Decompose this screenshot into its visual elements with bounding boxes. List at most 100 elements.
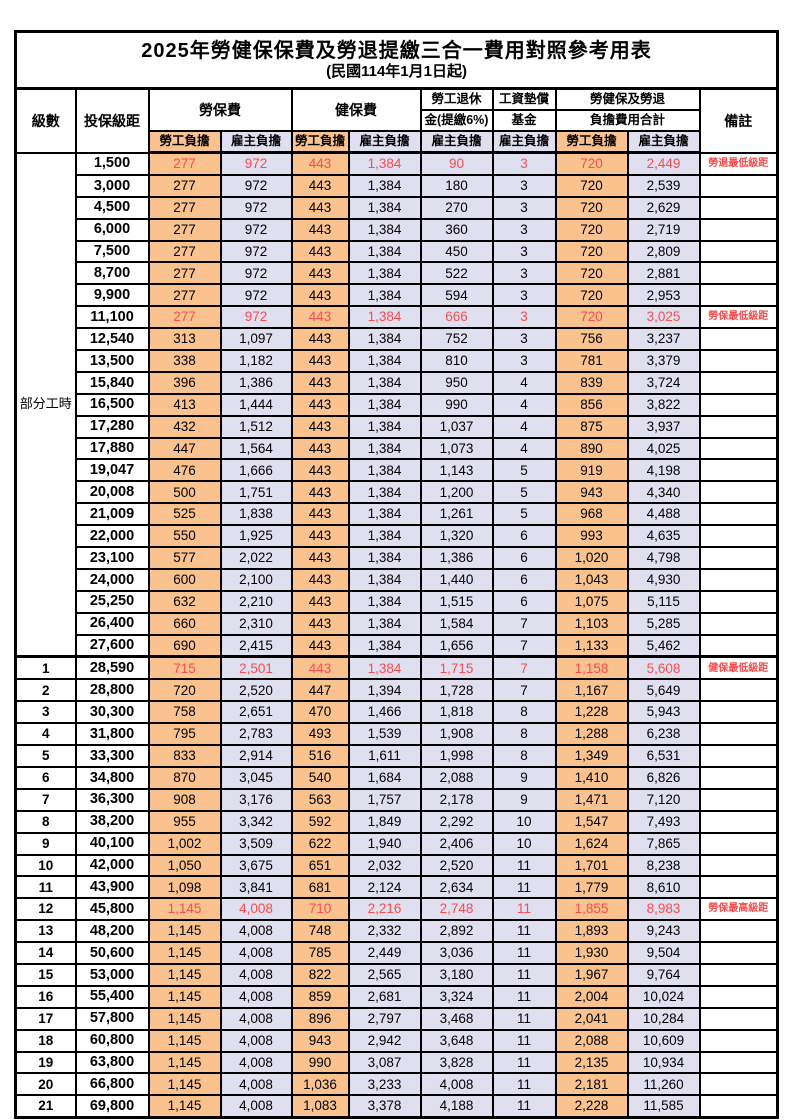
health-employee-cell: 443 <box>290 217 350 242</box>
labor-employee-cell: 1,145 <box>147 919 222 944</box>
health-employee-cell: 859 <box>290 984 350 1009</box>
pension-employer-cell: 3,324 <box>419 984 494 1009</box>
labor-employee-cell: 277 <box>147 283 222 308</box>
table-row: 22,000 550 1,925 443 1,384 1,320 6 993 4… <box>16 524 779 549</box>
total-employee-cell: 993 <box>554 524 629 549</box>
table-row: 24,000 600 2,100 443 1,384 1,440 6 1,043… <box>16 567 779 592</box>
health-employer-cell: 1,384 <box>347 546 422 570</box>
bracket-cell: 17,280 <box>74 414 150 439</box>
bracket-cell: 9,900 <box>74 283 150 308</box>
health-employee-cell: 470 <box>290 700 350 725</box>
remark-cell <box>698 875 779 900</box>
bracket-cell: 60,800 <box>74 1028 150 1053</box>
total-employee-cell: 2,181 <box>554 1072 629 1097</box>
level-cell: 16 <box>14 984 77 1009</box>
total-employer-cell: 4,635 <box>626 524 701 549</box>
labor-employee-cell: 955 <box>147 809 222 834</box>
fund-employer-cell: 11 <box>491 984 557 1009</box>
remark-cell <box>698 239 779 264</box>
labor-employer-cell: 4,008 <box>219 1050 293 1075</box>
pension-employer-cell: 2,406 <box>419 831 494 856</box>
total-employee-cell: 756 <box>554 327 629 352</box>
health-employer-cell: 1,466 <box>347 700 422 725</box>
health-employee-cell: 443 <box>290 151 350 176</box>
bracket-cell: 69,800 <box>74 1094 150 1119</box>
labor-employer-cell: 3,176 <box>219 787 293 812</box>
table-row: 11,100 277 972 443 1,384 666 3 720 3,025… <box>16 305 779 330</box>
pension-employer-cell: 1,261 <box>419 502 494 527</box>
total-employee-cell: 1,103 <box>554 611 629 636</box>
remark-cell <box>698 633 779 659</box>
health-employer-cell: 1,384 <box>347 392 422 417</box>
bracket-cell: 34,800 <box>74 765 150 790</box>
total-employee-cell: 1,893 <box>554 919 629 944</box>
header-pension-line2: 金(提繳6%) <box>419 109 494 132</box>
health-employer-cell: 1,539 <box>347 722 422 747</box>
health-employer-cell: 2,681 <box>347 984 422 1009</box>
fund-employer-cell: 5 <box>491 480 557 505</box>
bracket-cell: 53,000 <box>74 962 150 987</box>
remark-cell <box>698 436 779 461</box>
labor-employee-cell: 795 <box>147 722 222 747</box>
total-employer-cell: 2,809 <box>626 239 701 264</box>
level-cell: 8 <box>14 809 77 834</box>
pension-employer-cell: 4,188 <box>419 1094 494 1119</box>
health-employer-cell: 3,233 <box>347 1072 422 1097</box>
total-employer-cell: 3,237 <box>626 327 701 352</box>
health-employer-cell: 1,684 <box>347 765 422 790</box>
remark-cell: 勞退最低級距 <box>698 151 779 176</box>
labor-employee-cell: 525 <box>147 502 222 527</box>
table-row: 10 42,000 1,050 3,675 651 2,032 2,520 11… <box>14 853 779 878</box>
total-employee-cell: 1,158 <box>554 655 629 681</box>
health-employee-cell: 896 <box>290 1006 350 1031</box>
health-employee-cell: 443 <box>290 589 350 614</box>
labor-employer-cell: 1,925 <box>219 524 293 549</box>
table-row: 23,100 577 2,022 443 1,384 1,386 6 1,020… <box>16 546 779 570</box>
fund-employer-cell: 5 <box>491 458 557 483</box>
total-employee-cell: 890 <box>554 436 629 461</box>
labor-employee-cell: 758 <box>147 700 222 725</box>
total-employer-cell: 7,493 <box>626 809 701 834</box>
table-row: 8,700 277 972 443 1,384 522 3 720 2,881 <box>16 261 779 286</box>
fund-employer-cell: 3 <box>491 349 557 373</box>
health-employee-cell: 443 <box>290 611 350 636</box>
health-employer-cell: 3,087 <box>347 1050 422 1075</box>
total-employer-cell: 4,930 <box>626 567 701 592</box>
labor-employer-cell: 2,783 <box>219 722 293 747</box>
total-employer-cell: 3,724 <box>626 370 701 395</box>
table-row: 17,880 447 1,564 443 1,384 1,073 4 890 4… <box>16 436 779 461</box>
title-row: 2025年勞健保保費及勞退提繳三合一費用對照參考用表 (民國114年1月1日起) <box>14 30 779 90</box>
total-employee-cell: 1,471 <box>554 787 629 812</box>
fund-employer-cell: 6 <box>491 589 557 614</box>
header-labor-insurance: 勞保費 <box>147 87 293 132</box>
total-employee-cell: 1,043 <box>554 567 629 592</box>
labor-employee-cell: 1,145 <box>147 1006 222 1031</box>
total-employee-cell: 1,967 <box>554 962 629 987</box>
labor-employee-cell: 715 <box>147 655 222 681</box>
pension-employer-cell: 1,908 <box>419 722 494 747</box>
labor-employee-cell: 1,145 <box>147 897 222 922</box>
pension-employer-cell: 810 <box>419 349 494 373</box>
total-employer-cell: 6,238 <box>626 722 701 747</box>
total-employer-cell: 5,649 <box>626 678 701 703</box>
fund-employer-cell: 9 <box>491 765 557 790</box>
fund-employer-cell: 3 <box>491 195 557 220</box>
fund-employer-cell: 3 <box>491 327 557 352</box>
health-employee-cell: 710 <box>290 897 350 922</box>
health-employer-cell: 1,384 <box>347 502 422 527</box>
fund-employer-cell: 11 <box>491 1028 557 1053</box>
table-row: 18 60,800 1,145 4,008 943 2,942 3,648 11… <box>14 1028 779 1053</box>
bracket-cell: 21,009 <box>74 502 150 527</box>
bracket-cell: 7,500 <box>74 239 150 264</box>
table-row: 6 34,800 870 3,045 540 1,684 2,088 9 1,4… <box>14 765 779 790</box>
table-row: 26,400 660 2,310 443 1,384 1,584 7 1,103… <box>16 611 779 636</box>
fund-employer-cell: 11 <box>491 919 557 944</box>
total-employer-cell: 8,238 <box>626 853 701 878</box>
table-row: 13,500 338 1,182 443 1,384 810 3 781 3,3… <box>16 349 779 373</box>
total-employee-cell: 919 <box>554 458 629 483</box>
bracket-cell: 42,000 <box>74 853 150 878</box>
fund-employer-cell: 4 <box>491 392 557 417</box>
health-employee-cell: 443 <box>290 239 350 264</box>
labor-employee-cell: 277 <box>147 173 222 198</box>
pension-employer-cell: 1,037 <box>419 414 494 439</box>
